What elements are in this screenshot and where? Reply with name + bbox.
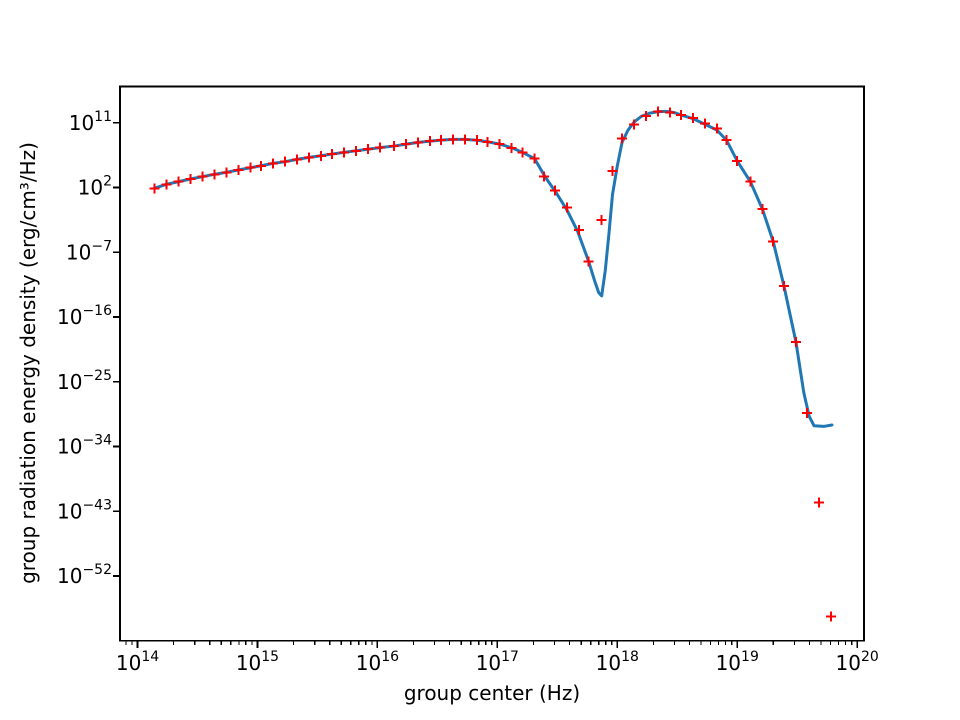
y-tick-label: 102: [78, 174, 112, 200]
x-tick-label: 1019: [716, 649, 759, 675]
y-tick-label: 10−7: [66, 238, 112, 264]
x-tick-label: 1014: [116, 649, 159, 675]
y-tick-label: 10−52: [57, 562, 112, 588]
y-axis-label: group radiation energy density (erg/cm³/…: [16, 142, 40, 584]
x-tick-label: 1020: [836, 649, 879, 675]
y-tick-label: 10−43: [57, 497, 112, 523]
y-tick-label: 10−34: [57, 433, 112, 459]
y-tick-label: 10−16: [57, 303, 112, 329]
y-tick-label: 10−25: [57, 368, 112, 394]
data-line: [152, 109, 834, 428]
x-axis-label: group center (Hz): [403, 681, 581, 705]
y-tick-label: 1011: [69, 109, 112, 135]
x-tick-label: 1015: [236, 649, 279, 675]
x-tick-label: 1018: [596, 649, 639, 675]
x-tick-label: 1017: [476, 649, 519, 675]
data-markers: [149, 106, 836, 622]
x-tick-label: 1016: [356, 649, 399, 675]
plot-frame: [119, 85, 865, 642]
